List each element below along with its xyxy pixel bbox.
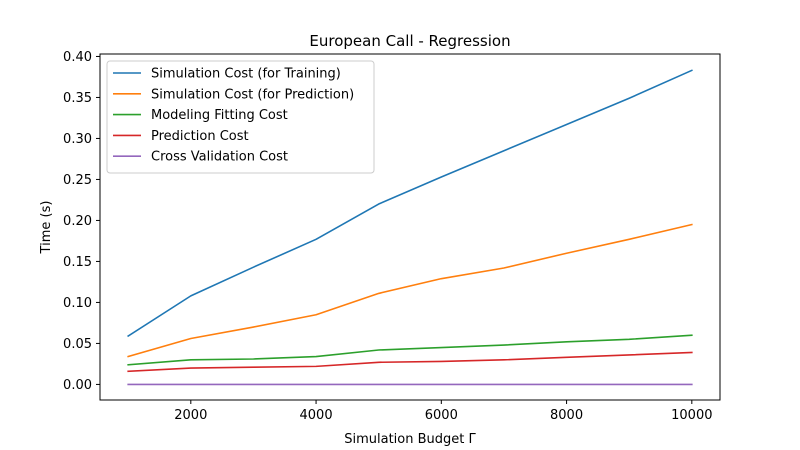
legend-label: Simulation Cost (for Training) [151, 67, 341, 82]
y-tick-label: 0.15 [63, 255, 92, 270]
legend-label: Simulation Cost (for Prediction) [151, 87, 354, 102]
y-tick-label: 0.40 [63, 50, 92, 65]
series-line-4 [127, 351, 693, 373]
plot-frame [99, 53, 721, 401]
series-line-3 [127, 334, 693, 366]
x-tick-label: 2000 [174, 408, 207, 423]
legend-label: Modeling Fitting Cost [151, 108, 288, 123]
y-tick-label: 0.10 [63, 296, 92, 311]
legend: Simulation Cost (for Training) Simulation… [106, 60, 375, 174]
series-line-1 [127, 69, 693, 338]
y-tick-label: 0.00 [63, 378, 92, 393]
x-tick-label: 4000 [300, 408, 333, 423]
x-axis-label: Simulation Budget Γ [344, 432, 476, 447]
x-axis: 2000 4000 6000 8000 10000 [174, 400, 712, 423]
legend-label: Prediction Cost [151, 129, 249, 144]
x-tick-label: 10000 [671, 408, 712, 423]
y-axis: 0.00 0.05 0.10 0.15 0.20 0.25 0.30 0.35 0.40 [63, 50, 100, 393]
y-tick-label: 0.35 [63, 91, 92, 106]
y-tick-label: 0.20 [63, 214, 92, 229]
y-tick-label: 0.05 [63, 337, 92, 352]
y-axis-label: Time (s) [39, 201, 54, 255]
legend-label: Cross Validation Cost [151, 150, 288, 165]
series-line-2 [127, 223, 693, 358]
x-tick-label: 8000 [550, 408, 583, 423]
legend-box [106, 60, 375, 174]
x-tick-label: 6000 [425, 408, 458, 423]
y-tick-label: 0.25 [63, 173, 92, 188]
series-lines [127, 69, 693, 386]
chart-title: European Call - Regression [309, 32, 510, 50]
y-tick-label: 0.30 [63, 132, 92, 147]
